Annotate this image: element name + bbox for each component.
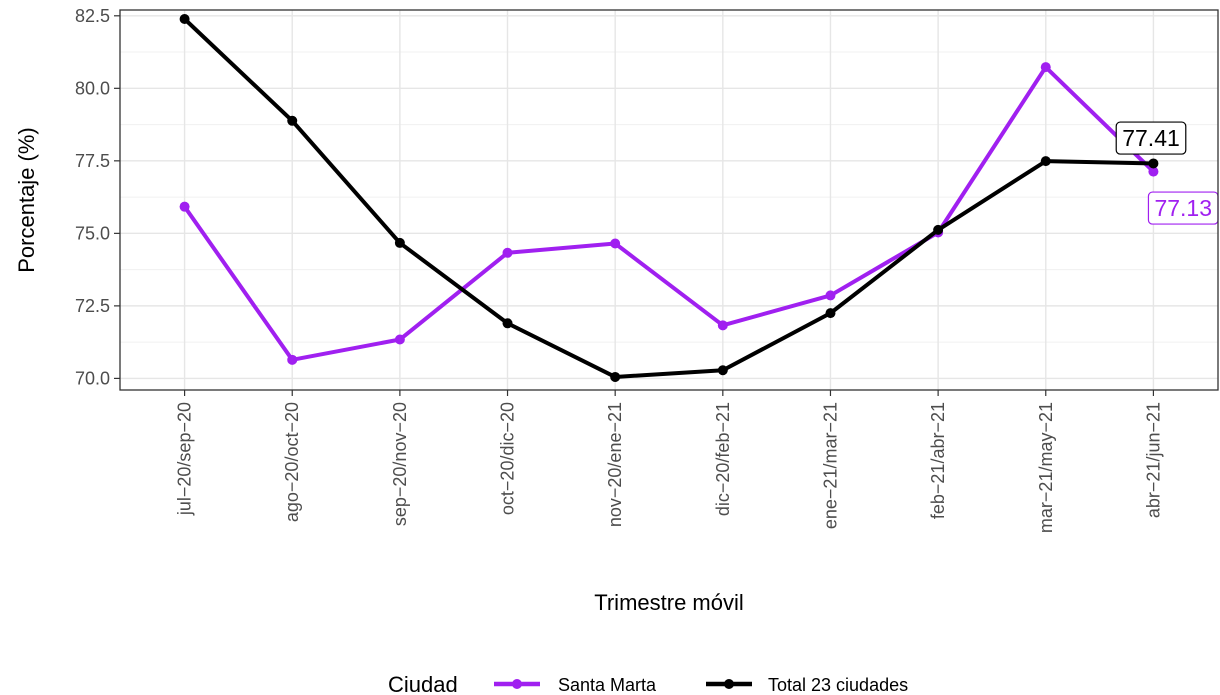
y-axis: 70.0 72.5 75.0 77.5 80.0 82.5 <box>75 6 120 388</box>
plot-border <box>119 9 1219 391</box>
data-point-total-23-ciudades <box>1040 156 1051 167</box>
x-tick-label: jul−20/sep−20 <box>175 402 195 516</box>
x-tick-label: ago−20/oct−20 <box>282 402 302 522</box>
x-tick-label: nov−20/ene−21 <box>605 402 625 527</box>
series-line-total-23-ciudades <box>182 16 1156 379</box>
end-label-text: 77.13 <box>1154 195 1212 221</box>
data-point-santa-marta <box>1040 62 1051 73</box>
x-tick-label: oct−20/dic−20 <box>498 402 518 515</box>
y-tick-label: 82.5 <box>75 6 110 26</box>
data-point-santa-marta <box>1148 166 1159 177</box>
y-tick-label: 72.5 <box>75 296 110 316</box>
legend-key-point-total-23-ciudades <box>724 679 734 689</box>
x-tick-label: mar−21/may−21 <box>1036 402 1056 533</box>
end-labels: 77.13 77.41 <box>1115 121 1219 225</box>
legend: Ciudad Santa Marta Total 23 ciudades <box>388 672 908 695</box>
data-point-santa-marta <box>610 238 621 249</box>
legend-label-santa-marta: Santa Marta <box>558 675 657 695</box>
data-point-total-23-ciudades <box>502 318 513 329</box>
x-tick-label: sep−20/nov−20 <box>390 402 410 526</box>
data-point-total-23-ciudades <box>825 308 836 319</box>
data-point-total-23-ciudades <box>394 237 405 248</box>
legend-item-total-23-ciudades: Total 23 ciudades <box>706 675 908 695</box>
x-tick-label: abr−21/jun−21 <box>1143 402 1163 518</box>
y-tick-label: 77.5 <box>75 151 110 171</box>
data-point-santa-marta <box>287 354 298 365</box>
end-label-total-23-ciudades: 77.41 <box>1115 121 1187 155</box>
y-tick-label: 75.0 <box>75 223 110 243</box>
x-tick-label: feb−21/abr−21 <box>928 402 948 519</box>
series-line-santa-marta <box>182 65 1156 362</box>
plot-background <box>120 10 1218 390</box>
legend-title: Ciudad <box>388 672 458 695</box>
y-tick-label: 80.0 <box>75 78 110 98</box>
data-point-santa-marta <box>394 334 405 345</box>
end-label-text: 77.41 <box>1122 125 1180 151</box>
data-point-santa-marta <box>825 290 836 301</box>
x-axis-title: Trimestre móvil <box>594 590 744 615</box>
data-point-total-23-ciudades <box>717 365 728 376</box>
legend-key-point-santa-marta <box>512 679 522 689</box>
x-tick-label: dic−20/feb−21 <box>713 402 733 516</box>
y-axis-title: Porcentaje (%) <box>14 127 39 273</box>
x-tick-label: ene−21/mar−21 <box>820 402 840 529</box>
end-label-box <box>1115 121 1187 155</box>
x-axis: jul−20/sep−20 ago−20/oct−20 sep−20/nov−20 o… <box>175 390 1163 533</box>
minor-gridlines <box>120 51 1218 343</box>
data-point-total-23-ciudades <box>610 371 621 382</box>
data-point-total-23-ciudades <box>1148 158 1159 169</box>
data-point-santa-marta <box>502 247 513 258</box>
legend-item-santa-marta: Santa Marta <box>494 675 657 695</box>
data-point-santa-marta <box>179 201 190 212</box>
major-gridlines <box>120 10 1218 390</box>
end-label-santa-marta: 77.13 <box>1147 191 1219 225</box>
data-point-santa-marta <box>717 320 728 331</box>
data-point-total-23-ciudades <box>933 224 944 235</box>
y-tick-label: 70.0 <box>75 368 110 388</box>
series-layer <box>179 13 1159 382</box>
legend-label-total-23-ciudades: Total 23 ciudades <box>768 675 908 695</box>
data-point-total-23-ciudades <box>287 115 298 126</box>
data-point-total-23-ciudades <box>179 13 190 24</box>
